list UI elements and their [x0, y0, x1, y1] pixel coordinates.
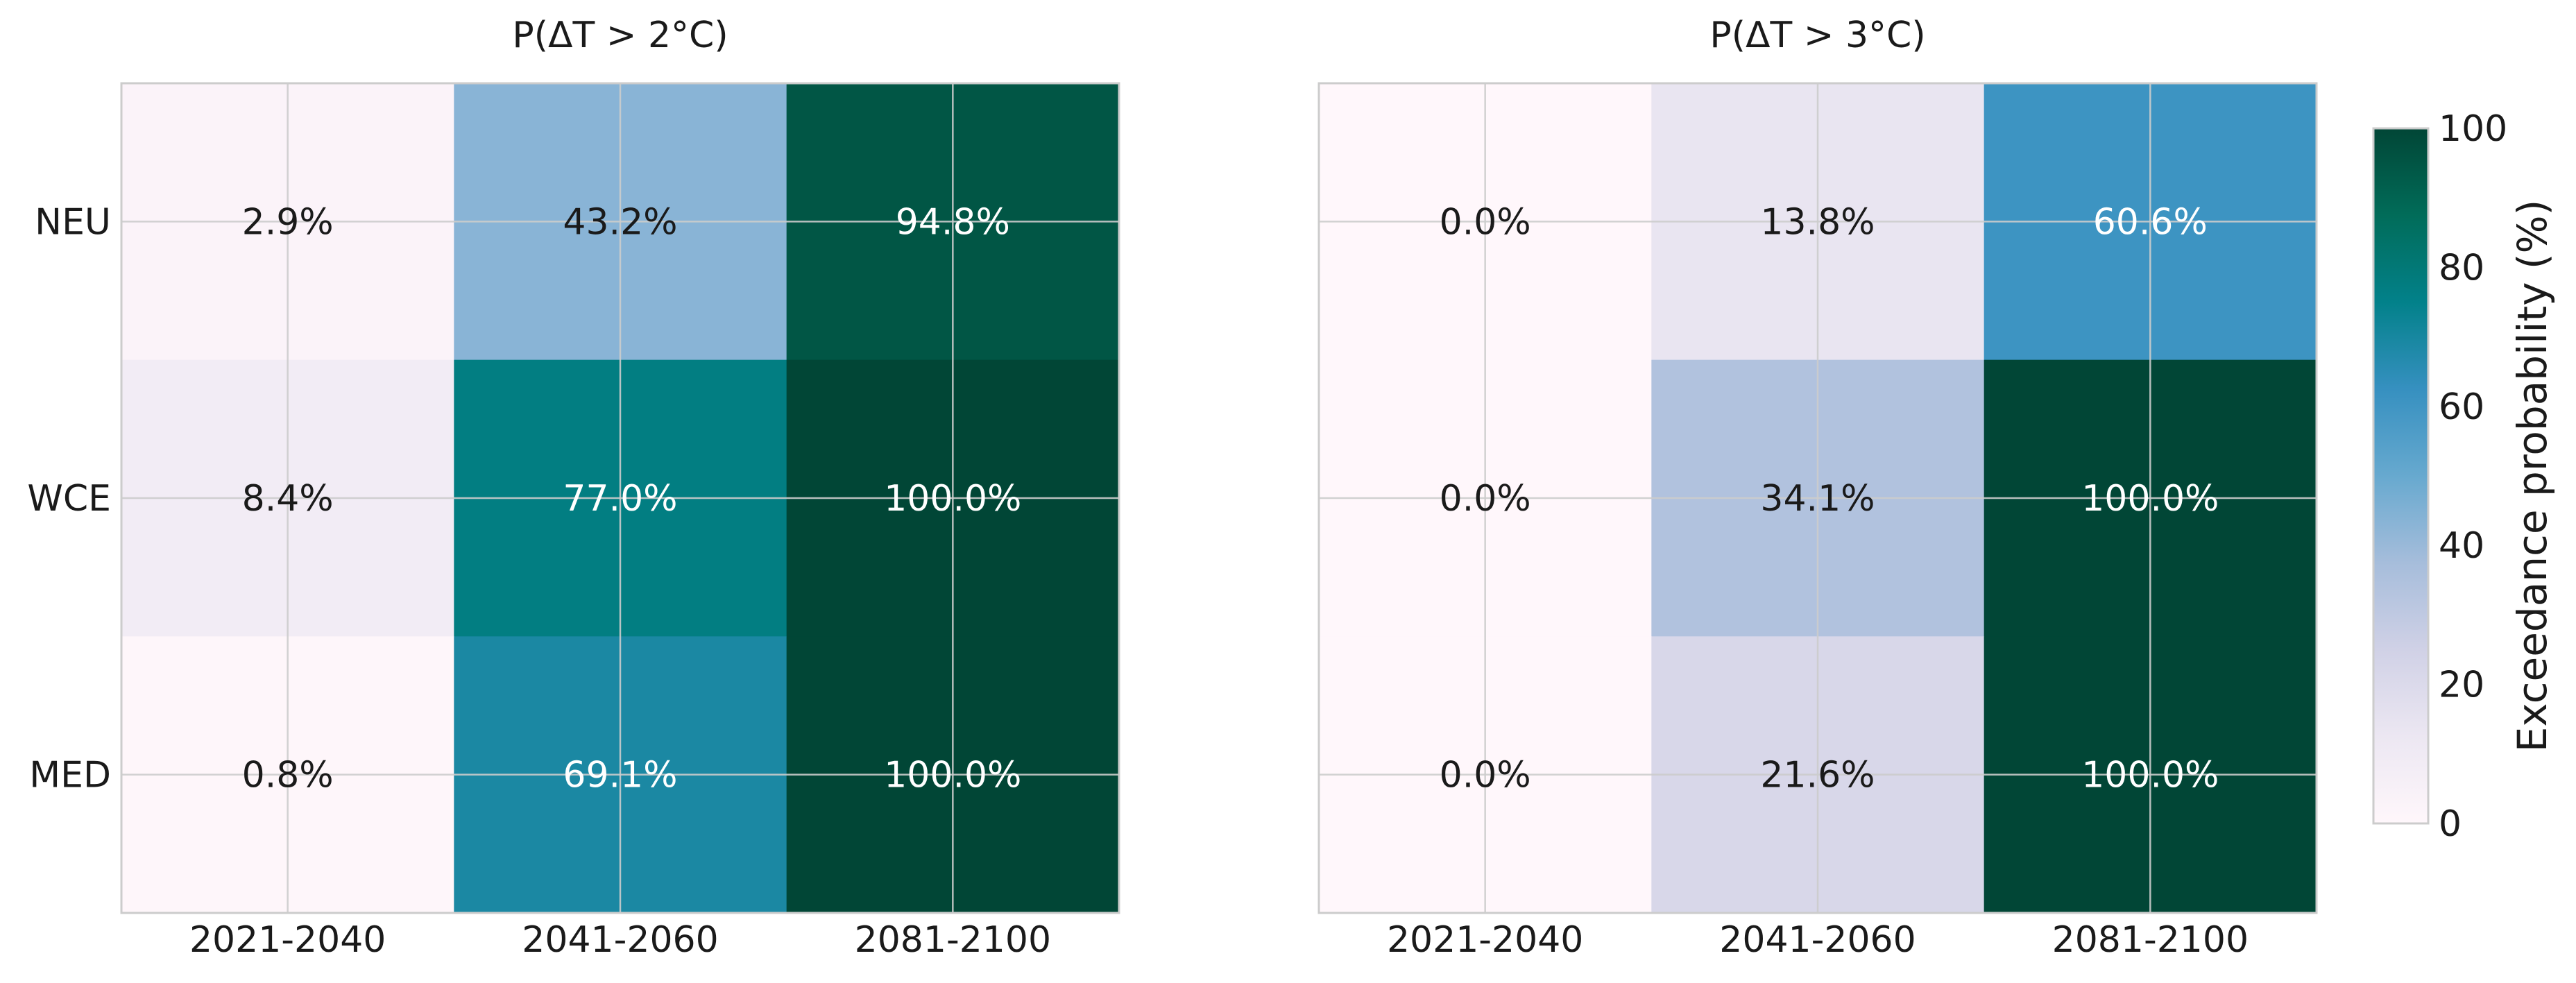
- heatmap-panel-3c: P(ΔT > 3°C) 0.0% 13.8% 60.6% 0.0% 34.1% 100.0%…: [1317, 15, 2318, 961]
- heatmap-panel-2c: P(ΔT > 2°C) 2.9% 43.2% 94.8% 8.4% 77.0% 100.0%…: [27, 15, 1120, 961]
- cell-value-label: 100.0%: [884, 478, 1021, 520]
- cell-value-label: 8.4%: [242, 478, 334, 520]
- y-tick-label: NEU: [35, 201, 111, 243]
- colorbar-tick-label: 0: [2439, 803, 2462, 845]
- cell-value-label: 77.0%: [563, 478, 677, 520]
- cell-value-label: 0.8%: [242, 755, 334, 796]
- panel-title-2c: P(ΔT > 2°C): [512, 15, 728, 56]
- panel-frame: [1317, 82, 2318, 914]
- x-tick-label: 2041-2060: [522, 919, 718, 961]
- x-tick-label: 2021-2040: [189, 919, 386, 961]
- panel-title-3c: P(ΔT > 3°C): [1709, 15, 1925, 56]
- cell-value-label: 34.1%: [1760, 478, 1875, 520]
- colorbar-tick-label: 20: [2439, 665, 2484, 706]
- cell-value-label: 69.1%: [563, 755, 677, 796]
- panel-frame: [120, 82, 1120, 914]
- cell-value-label: 2.9%: [242, 201, 334, 243]
- colorbar-gradient: [2372, 127, 2430, 825]
- x-tick-label: 2081-2100: [2052, 919, 2249, 961]
- colorbar-label: Exceedance probability (%): [2509, 200, 2556, 753]
- colorbar-tick-label: 60: [2439, 386, 2484, 428]
- colorbar-tick-label: 100: [2439, 108, 2507, 150]
- cell-value-label: 0.0%: [1440, 201, 1531, 243]
- y-tick-label: WCE: [27, 478, 111, 520]
- cell-value-label: 0.0%: [1440, 478, 1531, 520]
- y-tick-label: MED: [29, 755, 111, 796]
- cell-value-label: 100.0%: [884, 755, 1021, 796]
- cell-value-label: 0.0%: [1440, 755, 1531, 796]
- x-tick-label: 2041-2060: [1719, 919, 1916, 961]
- cell-value-label: 43.2%: [563, 201, 677, 243]
- colorbar-tick-label: 40: [2439, 525, 2484, 567]
- colorbar: 0 20 40 60 80 100 Exceedance probability (%): [2372, 108, 2556, 845]
- x-tick-label: 2021-2040: [1387, 919, 1583, 961]
- x-tick-label: 2081-2100: [855, 919, 1051, 961]
- cell-value-label: 13.8%: [1760, 201, 1875, 243]
- cell-value-label: 60.6%: [2093, 201, 2208, 243]
- cell-value-label: 21.6%: [1760, 755, 1875, 796]
- cell-value-label: 94.8%: [896, 201, 1010, 243]
- cell-value-label: 100.0%: [2081, 478, 2219, 520]
- cell-value-label: 100.0%: [2081, 755, 2219, 796]
- colorbar-tick-label: 80: [2439, 247, 2484, 289]
